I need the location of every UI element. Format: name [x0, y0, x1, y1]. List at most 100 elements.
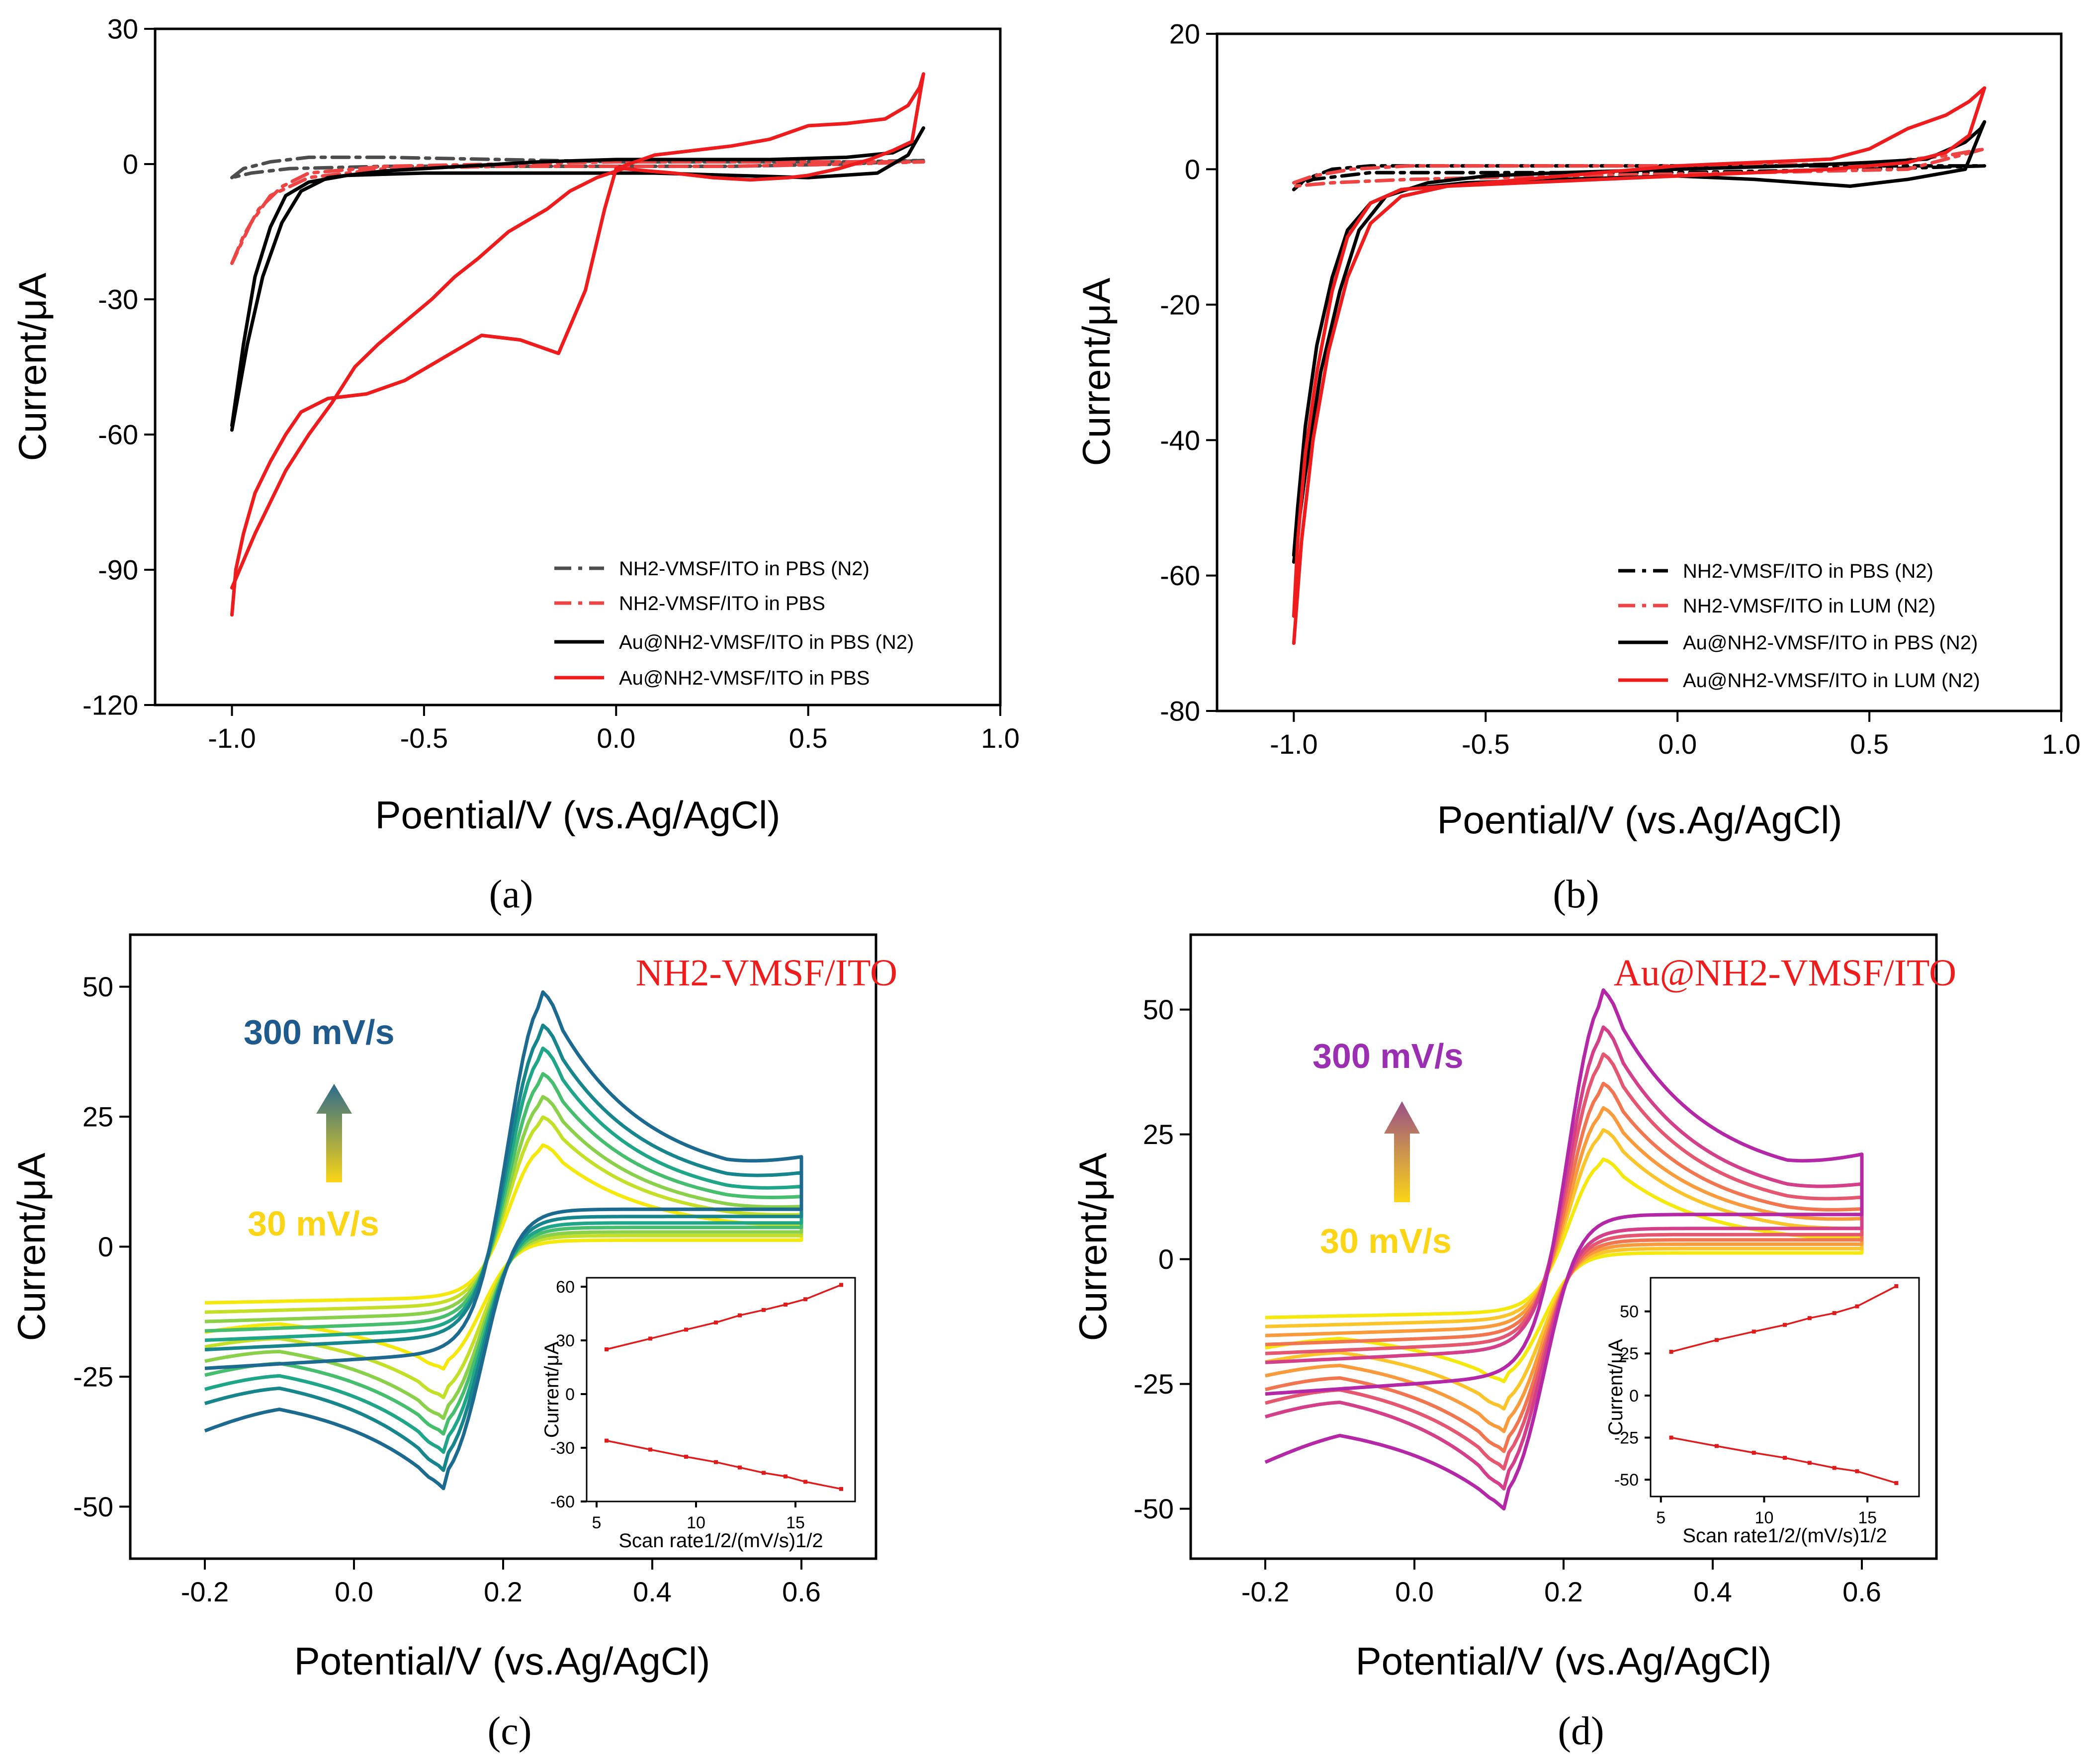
panel-d-inset-cathodic-point-4 [1807, 1461, 1812, 1465]
panel-d-inset-ticks: 5 10 15 50 25 0 -25 -50 [1614, 1303, 1877, 1527]
panel-b: -1.0 -0.5 0.0 0.5 1.0 20 0 -20 -40 -60 -80 Current… [1074, 18, 2081, 916]
panel-c-inset-cathodic-point-5 [762, 1471, 766, 1475]
panel-b-xlabel: Poential/V (vs.Ag/AgCl) [1437, 798, 1842, 842]
panel-a-ylabel: Current/μA [10, 273, 54, 461]
panel-b-ytick-label-2: -20 [1160, 289, 1200, 320]
panel-c-inset-ticks: 5 10 15 60 30 0 -30 -60 [550, 1278, 805, 1532]
panel-b-xtick-label-2: 0.0 [1658, 728, 1697, 760]
panel-c-xtick-label-2: 0.2 [484, 1576, 523, 1607]
panel-d-high-rate: 300 mV/s [1312, 1037, 1464, 1075]
panel-d-inset-anodic-point-5 [1832, 1311, 1837, 1316]
panel-d-inset-anodic-line [1671, 1285, 1897, 1353]
panel-c-ytick-label-1: 25 [83, 1101, 113, 1133]
panel-d-ylabel: Current/μA [1071, 1153, 1115, 1341]
panel-c-inset-cathodic-point-0 [605, 1438, 609, 1443]
panel-c-arrow [316, 1084, 352, 1182]
panel-d-xtick-label-4: 0.6 [1842, 1576, 1881, 1607]
panel-d-inset-ylabel: Current/μA [1605, 1339, 1627, 1436]
panel-c-inset-cathodic-point-8 [839, 1487, 843, 1491]
panel-b-xtick-label-4: 1.0 [2042, 728, 2081, 760]
panel-b-xtick-label-1: -0.5 [1462, 728, 1510, 760]
panel-a-xlabel: Poential/V (vs.Ag/AgCl) [375, 793, 780, 837]
panel-c-inset-frame [586, 1277, 856, 1502]
panel-c-xlabel: Potential/V (vs.Ag/AgCl) [294, 1639, 710, 1683]
panel-d-xlabel: Potential/V (vs.Ag/AgCl) [1356, 1639, 1772, 1683]
panel-d-inset-ytick-label-0: 50 [1620, 1303, 1639, 1322]
panel-d-low-rate: 30 mV/s [1320, 1222, 1452, 1260]
panel-b-ytick-label-3: -40 [1160, 425, 1200, 456]
panel-b-ytick-label-1: 0 [1185, 154, 1200, 185]
panel-c-inset-anodic-point-5 [762, 1308, 766, 1312]
panel-d-inset-cathodic-point-0 [1669, 1435, 1673, 1440]
panel-c-title: NH2-VMSF/ITO [636, 952, 897, 994]
panel-c-inset-anodic-point-8 [839, 1283, 843, 1287]
panel-a-legend: NH2-VMSF/ITO in PBS (N2) NH2-VMSF/ITO in… [554, 558, 914, 689]
panel-d-xtick-label-0: -0.2 [1241, 1576, 1290, 1607]
panel-d-inset-anodic-point-2 [1751, 1329, 1756, 1334]
panel-c-inset-xlabel: Scan rate1/2/(mV/s)1/2 [618, 1530, 823, 1552]
panel-d-cv-curve-6 [1264, 988, 1864, 1511]
panel-d-inset-cathodic-point-3 [1783, 1456, 1787, 1460]
panel-d-inset-xtick-label-2: 15 [1858, 1508, 1877, 1527]
panel-a-xtick-label-1: -0.5 [400, 722, 448, 754]
panel-a-xtick-label-4: 1.0 [981, 722, 1020, 754]
panel-d-inset-anodic-point-3 [1783, 1322, 1787, 1327]
panel-c-inset-anodic-point-7 [803, 1297, 807, 1302]
panel-c-inset-anodic-point-2 [684, 1327, 688, 1332]
panel-d-xtick-label-3: 0.4 [1693, 1576, 1732, 1607]
legend-a-label-2: NH2-VMSF/ITO in PBS [619, 593, 825, 615]
panel-d-inset-cathodic-point-2 [1751, 1451, 1756, 1455]
panel-c-inset-ytick-label-2: 0 [565, 1385, 575, 1404]
panel-a-ytick-label-2: -30 [98, 284, 138, 315]
panel-c-inset-ylabel: Current/μA [541, 1341, 563, 1438]
panel-d-ytick-label-3: -25 [1134, 1368, 1174, 1400]
panel-c-inset-cathodic-point-6 [784, 1474, 788, 1479]
legend-a-label-3: Au@NH2-VMSF/ITO in PBS (N2) [619, 631, 914, 653]
panel-c-inset-ytick-label-3: -30 [550, 1439, 575, 1458]
panel-d-inset: 5 10 15 50 25 0 -25 -50 Current/μA Scan rate1/2… [1605, 1277, 1920, 1547]
panel-d-inset-anodic-point-0 [1669, 1349, 1673, 1354]
panel-a-series-3 [230, 72, 925, 617]
panel-d-inset-anodic-point-4 [1807, 1316, 1812, 1321]
panel-b-ticks: -1.0 -0.5 0.0 0.5 1.0 20 0 -20 -40 -60 -80 [1160, 18, 2081, 760]
panel-d-inset-xtick-label-0: 5 [1656, 1508, 1665, 1527]
legend-b-label-2: NH2-VMSF/ITO in LUM (N2) [1683, 595, 1935, 617]
panel-c-inset-xtick-label-1: 10 [687, 1513, 705, 1532]
panel-c-ytick-label-0: 50 [83, 971, 113, 1002]
panel-a-ticks: -1.0 -0.5 0.0 0.5 1.0 30 0 -30 -60 -90 -120 [83, 13, 1020, 754]
panel-a: -1.0 -0.5 0.0 0.5 1.0 30 0 -30 -60 -90 -120 Curren… [10, 13, 1020, 916]
panel-c-inset-cathodic-point-2 [684, 1455, 688, 1459]
legend-a-label-1: NH2-VMSF/ITO in PBS (N2) [619, 558, 870, 580]
panel-b-legend: NH2-VMSF/ITO in PBS (N2) NH2-VMSF/ITO in… [1618, 560, 1980, 692]
panel-c-ylabel: Current/μA [9, 1153, 53, 1341]
panel-b-series-3 [1292, 86, 1987, 645]
panel-d-ytick-label-1: 25 [1143, 1119, 1174, 1150]
panel-d-inset-cathodic-point-1 [1714, 1444, 1719, 1448]
panel-c-xtick-label-0: -0.2 [181, 1576, 229, 1607]
legend-b-label-1: NH2-VMSF/ITO in PBS (N2) [1683, 560, 1933, 582]
panel-b-ylabel: Current/μA [1074, 278, 1118, 466]
panel-c-ytick-label-4: -50 [73, 1491, 113, 1522]
panel-a-frame [154, 27, 1002, 706]
panel-b-label: (b) [1553, 873, 1599, 916]
panel-a-series [230, 72, 925, 617]
panel-a-xtick-label-2: 0.0 [597, 722, 635, 754]
legend-b-label-3: Au@NH2-VMSF/ITO in PBS (N2) [1683, 632, 1978, 654]
panel-d-label: (d) [1558, 1709, 1604, 1753]
panel-c-inset-anodic-point-3 [714, 1321, 718, 1324]
panel-c-cv-curve-6 [204, 990, 803, 1491]
panel-a-ytick-label-1: 0 [123, 149, 138, 180]
panel-c-inset-anodic-point-0 [605, 1347, 609, 1351]
panel-c-inset-cathodic-point-1 [648, 1447, 652, 1452]
panel-c-inset-cathodic-point-3 [714, 1460, 718, 1464]
panel-c-low-rate: 30 mV/s [248, 1204, 379, 1243]
panel-c-inset-cathodic-point-7 [803, 1480, 807, 1484]
panel-c-ytick-label-3: -25 [73, 1361, 113, 1393]
panel-d-inset-frame [1650, 1277, 1920, 1498]
panel-d-inset-ytick-label-4: -50 [1614, 1471, 1639, 1490]
panel-d-title: Au@NH2-VMSF/ITO [1614, 952, 1956, 994]
panel-d-series [1264, 988, 1864, 1511]
